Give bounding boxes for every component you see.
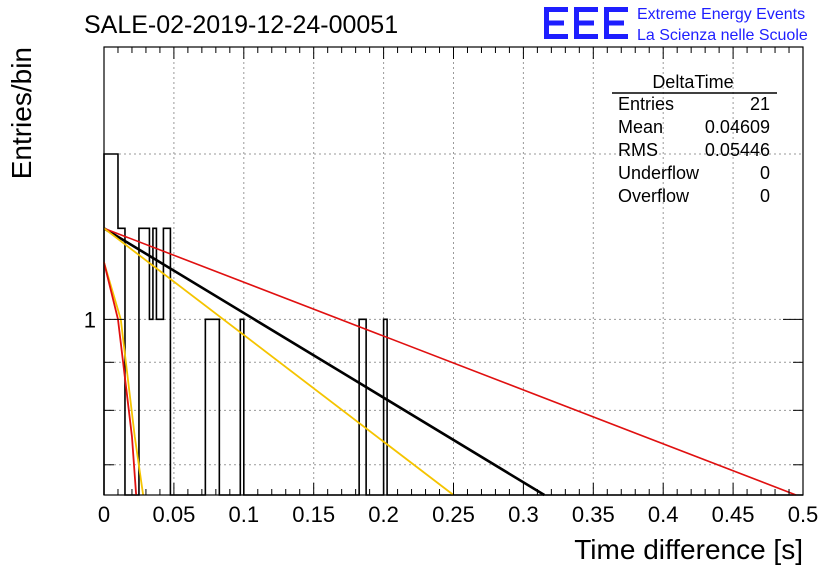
x-tick-label: 0.45: [712, 502, 755, 527]
y-tick-label: 1: [84, 307, 96, 332]
grid: [104, 47, 803, 495]
x-tick-label: 0.3: [508, 502, 539, 527]
logo-letter-bar: [574, 20, 594, 26]
stats-value: 0: [760, 186, 770, 206]
stats-label: RMS: [618, 140, 658, 160]
chart-title: SALE-02-2019-12-24-00051: [84, 11, 398, 39]
stats-box-title: DeltaTime: [652, 72, 733, 92]
fit-curve: [103, 227, 546, 497]
stats-value: 0: [760, 163, 770, 183]
axis-ticks: [103, 47, 804, 495]
fit-curve: [103, 262, 138, 496]
stats-box: DeltaTime Entries 21 Mean 0.04609 RMS 0.05446…: [612, 72, 777, 206]
eee-logo-letter: [604, 7, 628, 39]
stats-label: Entries: [618, 94, 674, 114]
x-tick-label: 0.35: [572, 502, 615, 527]
logo-letter-bar: [604, 7, 628, 12]
x-tick-label: 0.4: [648, 502, 679, 527]
x-tick-label: 0: [98, 502, 110, 527]
stats-value: 21: [750, 94, 770, 114]
stats-label: Underflow: [618, 163, 700, 183]
y-axis-title: Entries/bin: [6, 47, 37, 179]
stats-value: 0.04609: [705, 117, 770, 137]
x-tick-label: 0.1: [229, 502, 260, 527]
eee-logo-letter: [574, 7, 598, 39]
stats-label: Overflow: [618, 186, 690, 206]
logo-letter-bar: [544, 20, 564, 26]
x-tick-label: 0.05: [152, 502, 195, 527]
fit-curve: [103, 262, 145, 496]
x-tick-label: 0.2: [368, 502, 399, 527]
logo-letter-bar: [574, 34, 598, 39]
x-axis-title: Time difference [s]: [574, 534, 803, 565]
eee-logo: Extreme Energy Events La Scienza nelle S…: [544, 6, 808, 44]
eee-logo-letter: [544, 7, 568, 39]
x-tick-label: 0.5: [788, 502, 819, 527]
fit-curve: [103, 227, 455, 496]
logo-letter-bar: [544, 34, 568, 39]
stats-label: Mean: [618, 117, 663, 137]
fit-curve: [103, 227, 797, 496]
tick-labels: 0 0.05 0.1 0.15 0.2 0.25 0.3 0.35 0.4 0.45 0.5 1: [84, 307, 819, 527]
logo-letter-bar: [604, 20, 624, 26]
logo-letter-bar: [574, 7, 598, 12]
eee-logo-mark: [544, 7, 628, 39]
fit-curves: [103, 227, 797, 497]
x-tick-label: 0.25: [432, 502, 475, 527]
stats-value: 0.05446: [705, 140, 770, 160]
logo-letter-bar: [604, 34, 628, 39]
logo-letter-bar: [544, 7, 568, 12]
logo-line-2: La Scienza nelle Scuole: [637, 27, 808, 44]
x-tick-label: 0.15: [292, 502, 335, 527]
logo-line-1: Extreme Energy Events: [637, 6, 805, 23]
